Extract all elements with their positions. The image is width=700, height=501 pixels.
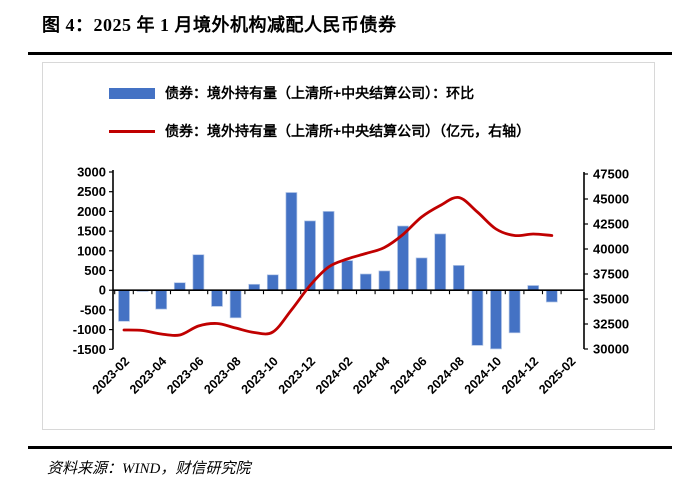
legend-item-line: 债券：境外持有量（上清所+中央结算公司）（亿元，右轴）: [109, 122, 530, 140]
legend-item-bars: 债券：境外持有量（上清所+中央结算公司）：环比: [109, 84, 530, 102]
chart-panel: 3000 2500 2000 1500 1000 500 0 -500 -1000 -1500 47…: [42, 62, 655, 430]
legend: 债券：境外持有量（上清所+中央结算公司）：环比 债券：境外持有量（上清所+中央结…: [109, 84, 530, 160]
x-axis-label: 2024-08: [425, 354, 467, 396]
right-axis-label: 47500: [593, 167, 629, 182]
line-series-swatch-icon: [109, 129, 155, 133]
right-axis-label: 32500: [593, 317, 629, 332]
left-axis-label: 1500: [77, 224, 106, 239]
bar-2023-11: [285, 192, 298, 291]
bar-2024-09: [471, 289, 484, 346]
bar-2024-04: [378, 270, 391, 291]
left-axis-label: 2500: [77, 184, 106, 199]
bar-2023-04: [155, 289, 168, 310]
right-axis-label: 35000: [593, 292, 629, 307]
left-axis-label: 1000: [77, 243, 106, 258]
x-axis-label: 2024-10: [462, 354, 504, 396]
right-axis-label: 45000: [593, 192, 629, 207]
chart-svg: 3000 2500 2000 1500 1000 500 0 -500 -1000 -1500 47…: [73, 165, 629, 397]
bar-2023-10: [266, 274, 279, 291]
x-axis-label: 2023-04: [127, 354, 169, 396]
x-axis-label: 2023-06: [164, 354, 206, 396]
bar-2023-05: [173, 282, 186, 291]
bottom-rule: [28, 446, 672, 449]
x-axis-label: 2024-12: [499, 354, 541, 396]
source-note: 资料来源：WIND，财信研究院: [47, 461, 251, 477]
right-axis-label: 42500: [593, 217, 629, 232]
figure-title: 图 4：2025 年 1 月境外机构减配人民币债券: [42, 15, 397, 35]
x-axis-label: 2023-08: [201, 354, 243, 396]
right-axis-label: 30000: [593, 342, 629, 357]
left-axis-label: 0: [99, 283, 106, 298]
x-axis-label: 2023-12: [276, 354, 318, 396]
bar-2023-08: [229, 289, 242, 319]
right-axis-label: 40000: [593, 242, 629, 257]
holdings-line: [122, 195, 554, 337]
bar-2024-06: [415, 257, 428, 291]
x-axis-label: 2025-02: [536, 354, 578, 396]
bar-2024-10: [490, 289, 502, 350]
right-axis-label: 37500: [593, 267, 629, 282]
bar-2023-02: [118, 289, 130, 322]
legend-label-line: 债券：境外持有量（上清所+中央结算公司）（亿元，右轴）: [165, 123, 531, 139]
x-axis-label: 2024-02: [313, 354, 355, 396]
bar-2025-01: [545, 289, 558, 303]
left-axis-label: 500: [84, 263, 106, 278]
bar-2024-08: [452, 265, 465, 291]
left-axis-label: -1500: [73, 342, 106, 357]
bar-2024-02: [341, 260, 354, 291]
left-axis-label: -1000: [73, 322, 106, 337]
bar-2024-11: [508, 289, 521, 334]
bar-2023-09: [248, 283, 261, 291]
bar-2023-06: [192, 254, 205, 291]
left-axis-label: 2000: [77, 204, 106, 219]
legend-label-bars: 债券：境外持有量（上清所+中央结算公司）：环比: [165, 85, 475, 101]
x-axis-label: 2023-02: [90, 354, 132, 396]
title-rule: [28, 52, 672, 55]
bar-2024-01: [322, 211, 335, 291]
x-axis-label: 2024-06: [387, 354, 429, 396]
left-axis-label: -500: [80, 302, 106, 317]
x-axis-label: 2024-04: [350, 354, 392, 396]
x-axis-label: 2023-10: [239, 354, 281, 396]
left-axis-label: 3000: [77, 165, 106, 180]
bar-2023-07: [211, 289, 223, 307]
bar-2024-07: [434, 233, 447, 291]
bar-2024-03: [359, 273, 372, 291]
bar-series-swatch-icon: [109, 87, 155, 99]
